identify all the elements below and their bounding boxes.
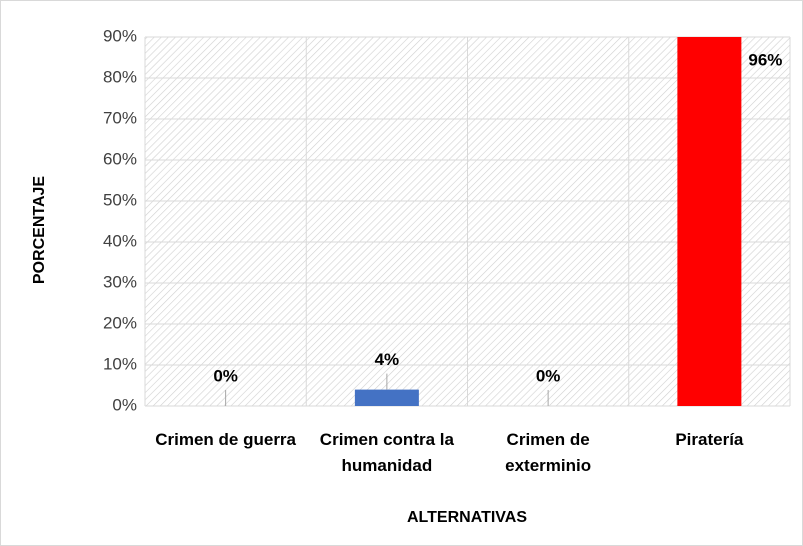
y-tick-label: 30% — [103, 272, 137, 291]
x-tick-label: Crimen de exterminio — [505, 430, 592, 475]
y-tick-label: 0% — [112, 395, 137, 414]
y-tick-label: 60% — [103, 149, 137, 168]
bars — [354, 37, 742, 406]
x-tick-label: Piratería — [675, 430, 744, 449]
y-tick-label: 20% — [103, 313, 137, 332]
data-label: 0% — [536, 366, 561, 385]
y-tick-label: 80% — [103, 67, 137, 86]
bar — [354, 389, 419, 406]
data-label: 96% — [748, 50, 782, 69]
x-tick-label: Crimen contra la humanidad — [319, 430, 454, 475]
y-tick-label: 90% — [103, 26, 137, 45]
x-tick-label: Crimen de guerra — [155, 430, 296, 449]
y-tick-label: 10% — [103, 354, 137, 373]
bar — [677, 37, 742, 406]
y-tick-label: 40% — [103, 231, 137, 250]
data-label: 0% — [213, 366, 238, 385]
y-axis-title: PORCENTAJE — [31, 176, 48, 284]
x-axis-title: ALTERNATIVAS — [407, 509, 527, 526]
y-tick-label: 50% — [103, 190, 137, 209]
data-label: 4% — [375, 350, 400, 369]
y-tick-label: 70% — [103, 108, 137, 127]
